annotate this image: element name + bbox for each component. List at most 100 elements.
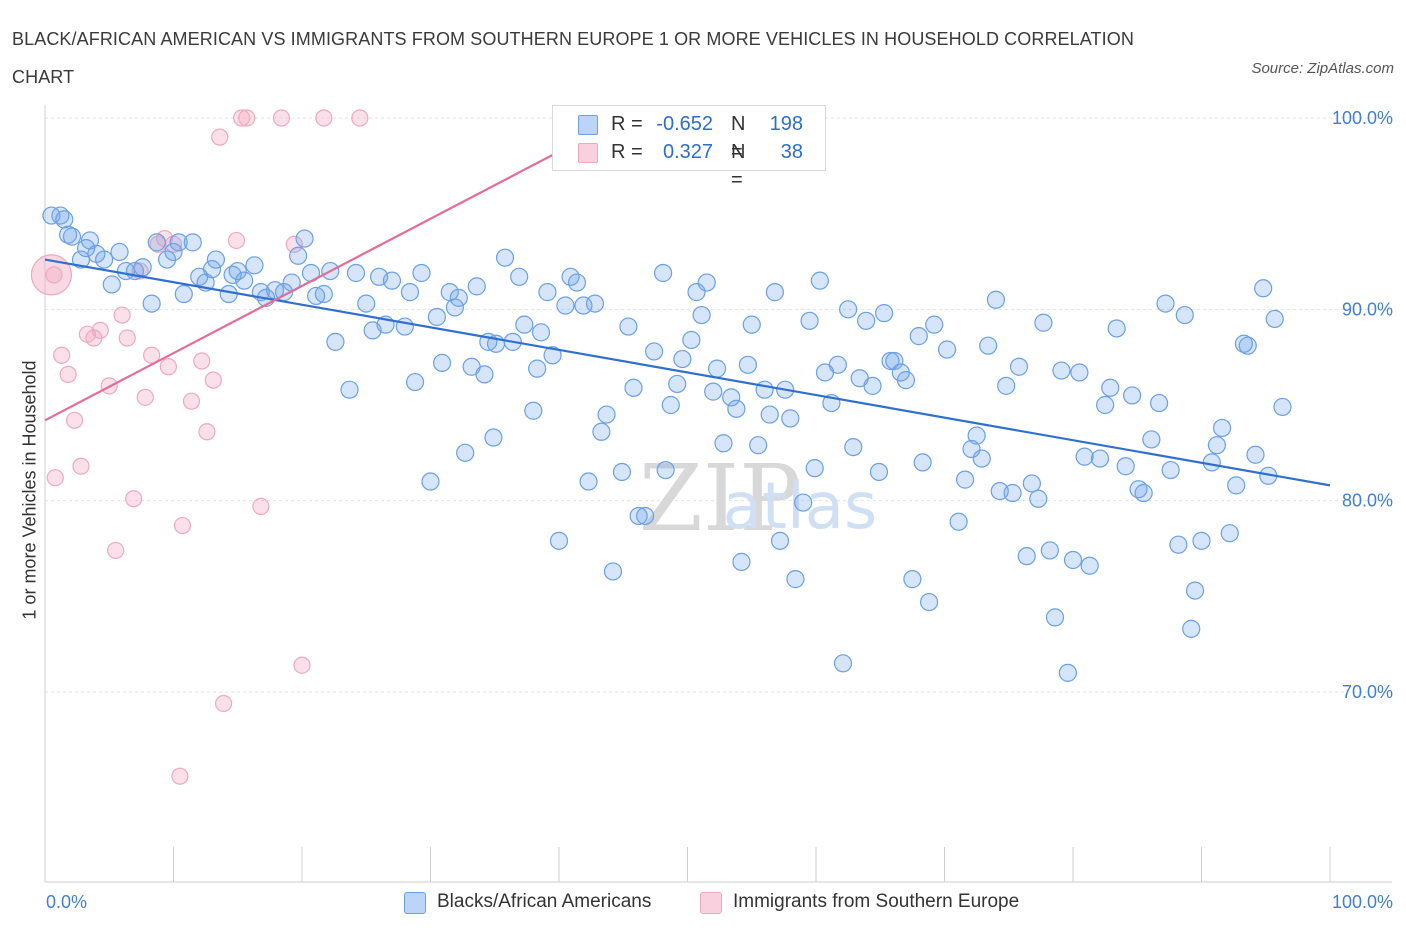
legend-n-label: N = [731, 113, 746, 163]
data-point-blacks [432, 353, 452, 373]
data-point-blacks [524, 401, 543, 420]
data-point-blacks [661, 395, 680, 415]
data-point-blacks [704, 382, 723, 401]
data-point-immigrants [91, 321, 109, 339]
data-point-blacks [467, 277, 486, 296]
data-point-blacks [475, 365, 494, 384]
data-point-blacks [597, 405, 616, 424]
data-point-blacks [979, 336, 998, 355]
data-point-immigrants [45, 266, 63, 284]
data-point-blacks [1107, 319, 1126, 338]
data-point-blacks [1265, 309, 1284, 328]
data-point-blacks [1070, 363, 1089, 382]
data-point-blacks [340, 380, 359, 399]
series-legend: Blacks/African Americans Immigrants from… [0, 889, 1406, 915]
data-point-blacks [206, 250, 226, 269]
data-point-blacks [289, 246, 308, 265]
data-point-blacks [1101, 378, 1120, 397]
trend-line-blacks [44, 258, 1331, 487]
data-point-blacks [592, 422, 611, 441]
data-point-blacks [644, 342, 664, 361]
data-point-blacks [515, 315, 534, 334]
data-point-immigrants [53, 346, 71, 364]
data-point-blacks [456, 443, 475, 462]
data-point-blacks [400, 283, 420, 302]
data-point-blacks [857, 311, 876, 330]
data-point-blacks [183, 233, 202, 252]
data-point-blacks [668, 374, 687, 394]
series-points-immigrants-southern-europe [30, 109, 369, 785]
data-point-blacks [1227, 476, 1246, 495]
data-point-immigrants [351, 109, 369, 127]
data-point-blacks [909, 327, 928, 346]
data-point-blacks [346, 263, 366, 283]
data-point-blacks [1212, 418, 1232, 438]
data-point-blacks [697, 273, 716, 292]
data-point-blacks [800, 311, 819, 330]
data-point-blacks [972, 449, 991, 468]
data-point-blacks [919, 592, 939, 612]
data-point-immigrants [118, 329, 136, 347]
series-points-blacks-african-americans [42, 206, 1292, 682]
data-point-blacks [925, 315, 944, 334]
watermark-atlas: atlas [723, 470, 878, 544]
legend-r-label: R = [611, 141, 643, 163]
data-point-blacks [1246, 445, 1265, 464]
data-point-blacks [445, 298, 465, 317]
data-point-blacks [295, 229, 314, 248]
data-point-blacks [95, 250, 114, 269]
data-point-blacks [682, 330, 701, 350]
data-point-blacks [1058, 663, 1077, 682]
source-note: Source: ZipAtlas.com [1251, 60, 1394, 77]
data-point-blacks [986, 290, 1006, 309]
trend-lines [44, 117, 1331, 487]
data-point-blacks [543, 346, 562, 365]
data-point-blacks [427, 307, 447, 327]
tick-labels: 100.0% 90.0% 80.0% 70.0% 0.0% 100.0% [46, 108, 1393, 912]
data-point-blacks [732, 552, 751, 571]
data-point-blacks [510, 267, 529, 286]
legend-label: Immigrants from Southern Europe [733, 891, 1020, 912]
legend-r-value: 0.327 [657, 141, 713, 163]
data-point-blacks [707, 359, 727, 378]
data-point-blacks [556, 296, 575, 315]
data-point-blacks [1029, 489, 1048, 508]
legend-label: Blacks/African Americans [437, 891, 652, 912]
data-point-blacks [1123, 386, 1142, 405]
data-point-immigrants [173, 516, 192, 535]
data-point-blacks [1238, 336, 1257, 355]
data-point-blacks [738, 355, 757, 374]
data-point-blacks [692, 305, 711, 325]
data-point-blacks [147, 233, 166, 252]
data-point-blacks [102, 275, 121, 294]
y-tick-label: 80.0% [1342, 491, 1393, 511]
grid-lines [45, 117, 1392, 693]
data-point-immigrants [252, 497, 270, 516]
data-point-blacks [1080, 556, 1099, 575]
data-point-blacks [727, 399, 746, 418]
data-point-blacks [357, 294, 376, 313]
data-point-blacks [833, 654, 853, 673]
data-point-blacks [55, 210, 74, 229]
data-point-blacks [235, 271, 254, 290]
legend-n-value: 198 [769, 113, 803, 135]
data-point-blacks [673, 349, 692, 369]
data-point-blacks [1052, 361, 1071, 380]
data-point-blacks [786, 570, 805, 589]
data-point-blacks [828, 355, 847, 374]
legend-swatch-blue [578, 115, 598, 135]
data-point-blacks [449, 288, 468, 307]
data-point-blacks [169, 233, 188, 252]
data-point-immigrants-large [30, 254, 73, 296]
data-point-blacks [629, 506, 648, 526]
data-point-immigrants [198, 423, 216, 441]
data-point-blacks [624, 378, 643, 397]
data-point-blacks [1175, 305, 1194, 325]
data-point-blacks [1075, 447, 1094, 466]
data-point-blacks [967, 426, 986, 445]
data-point-immigrants [315, 109, 333, 127]
data-point-blacks [110, 242, 129, 262]
data-point-blacks [574, 296, 593, 315]
data-point-blacks [1156, 294, 1175, 313]
data-point-immigrants [159, 358, 177, 376]
